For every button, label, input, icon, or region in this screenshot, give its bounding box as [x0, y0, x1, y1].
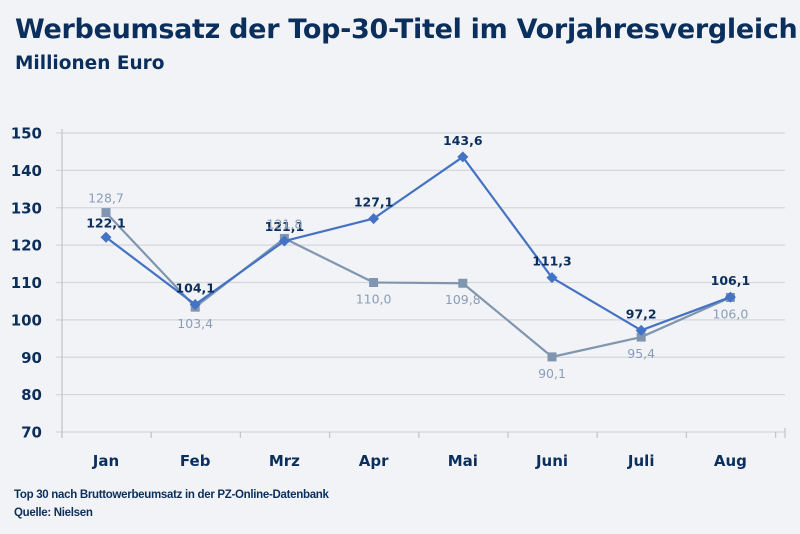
data-point-square [101, 208, 111, 218]
x-tick-label: Mai [448, 452, 478, 470]
y-tick-label: 120 [11, 237, 42, 255]
data-label-previous: 128,7 [88, 191, 124, 206]
data-label-previous: 106,0 [713, 306, 749, 321]
chart-subtitle: Millionen Euro [15, 53, 165, 74]
data-label-previous: 103,4 [177, 316, 213, 331]
data-point-square [369, 278, 379, 287]
series-current-year [100, 151, 736, 336]
data-label-previous: 110,0 [356, 292, 392, 307]
data-point-diamond [368, 213, 380, 225]
data-label-current: 111,3 [532, 254, 572, 269]
data-point-diamond [278, 235, 290, 247]
chart-title: Werbeumsatz der Top-30-Titel im Vorjahre… [15, 14, 798, 45]
data-label-previous: 95,4 [627, 346, 655, 361]
data-point-square [636, 332, 646, 342]
data-label-previous: 109,8 [445, 292, 481, 307]
data-point-diamond [635, 324, 647, 336]
y-tick-label: 100 [11, 311, 42, 329]
y-tick-label: 90 [21, 349, 42, 367]
series-line [105, 211, 731, 358]
source-note: Quelle: Nielsen [14, 507, 93, 519]
data-label-current: 122,1 [86, 215, 126, 230]
y-tick-label: 140 [11, 162, 42, 180]
data-label-current: 104,1 [175, 281, 215, 296]
data-point-square [547, 352, 557, 362]
x-tick-label: Jan [92, 452, 119, 470]
gridlines [56, 132, 785, 433]
series-line [105, 155, 731, 332]
data-label-current: 106,1 [711, 273, 751, 288]
data-label-previous: 121,8 [267, 216, 303, 231]
data-label-current: 97,2 [626, 306, 657, 321]
data-point-diamond [546, 272, 558, 284]
footnote: Top 30 nach Bruttowerbeumsatz in der PZ-… [14, 489, 329, 501]
data-point-diamond [724, 291, 736, 303]
y-tick-label: 80 [21, 386, 42, 404]
x-tick-label: Apr [359, 452, 389, 470]
x-tick-label: Aug [714, 452, 747, 470]
data-point-diamond [189, 299, 201, 311]
data-label-current: 121,1 [265, 219, 305, 234]
x-tick-label: Juli [627, 452, 655, 470]
y-tick-label: 70 [21, 424, 42, 442]
x-tick-label: Feb [180, 452, 211, 470]
axes: 70 80 90 100 110 120 130 140 150 Jan Feb Mrz Apr Mai J… [11, 125, 786, 470]
data-label-current: 127,1 [354, 195, 394, 210]
data-label-current: 143,6 [443, 133, 483, 148]
y-tick-label: 130 [11, 199, 42, 217]
x-tick-label: Mrz [269, 452, 300, 470]
y-tick-label: 150 [11, 125, 42, 143]
data-point-diamond [100, 231, 112, 243]
data-label-previous: 90,1 [538, 366, 566, 381]
x-tick-label: Juni [535, 452, 568, 470]
data-point-diamond [457, 151, 469, 163]
data-point-square [458, 278, 468, 288]
y-tick-label: 110 [11, 274, 42, 292]
